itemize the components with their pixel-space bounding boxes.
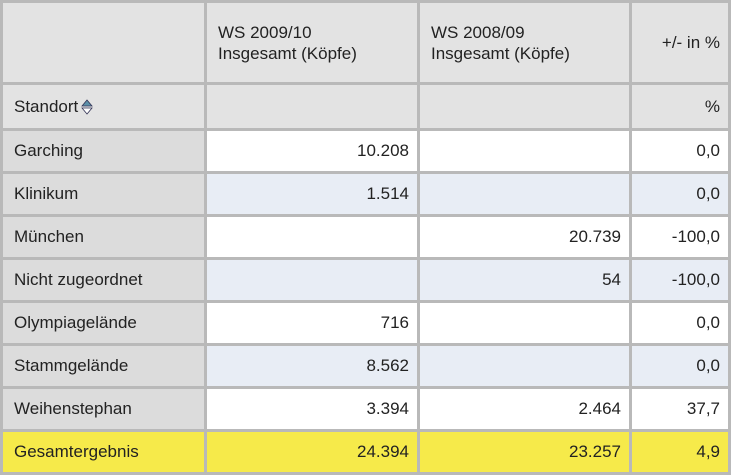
cell-text: +/- in %	[661, 33, 720, 52]
cell-label: Gesamtergebnis	[14, 442, 139, 461]
cell-label: Klinikum	[14, 184, 79, 203]
table-body: WS 2009/10 Insgesamt (Köpfe) WS 2008/09 I…	[3, 3, 728, 472]
value-cell: +/- in %	[632, 3, 728, 82]
data-row: Garching 10.208 0,0	[3, 131, 728, 171]
cell-text: 0,0	[696, 313, 720, 332]
value-cell: 8.562	[207, 346, 417, 386]
value-cell: 1.514	[207, 174, 417, 214]
value-cell: 24.394	[207, 432, 417, 472]
cell-label: Stammgelände	[14, 356, 129, 375]
data-row: Weihenstephan 3.394 2.464 37,7	[3, 389, 728, 429]
cell-text: 716	[380, 313, 409, 332]
value-cell: -100,0	[632, 260, 728, 300]
value-cell: 3.394	[207, 389, 417, 429]
value-cell: 0,0	[632, 303, 728, 343]
value-cell	[207, 85, 417, 128]
cell-text: 24.394	[357, 442, 409, 461]
row-label-cell: Garching	[3, 131, 204, 171]
cell-text: 0,0	[696, 141, 720, 160]
value-cell: WS 2009/10 Insgesamt (Köpfe)	[207, 3, 417, 82]
value-cell: 0,0	[632, 131, 728, 171]
cell-text: 2.464	[578, 399, 621, 418]
value-cell: 10.208	[207, 131, 417, 171]
cell-text: 8.562	[366, 356, 409, 375]
cell-text: %	[704, 96, 720, 116]
value-cell: 20.739	[420, 217, 629, 257]
cell-text: 4,9	[696, 442, 720, 461]
cell-text: 0,0	[696, 184, 720, 203]
cell-text: -100,0	[671, 270, 720, 289]
cell-label: Weihenstephan	[14, 399, 132, 418]
cell-text: WS 2009/10 Insgesamt (Köpfe)	[218, 22, 357, 63]
sort-icon[interactable]	[80, 98, 94, 116]
page: WS 2009/10 Insgesamt (Köpfe) WS 2008/09 I…	[3, 3, 728, 472]
cell-label: Standort	[14, 96, 79, 116]
cell-label: München	[14, 227, 84, 246]
cell-text: 54	[602, 270, 621, 289]
row-label-cell: München	[3, 217, 204, 257]
value-cell: 0,0	[632, 174, 728, 214]
cell-label: Olympiagelände	[14, 313, 137, 332]
data-row: Stammgelände 8.562 0,0	[3, 346, 728, 386]
row-label-cell: Nicht zugeordnet	[3, 260, 204, 300]
value-cell: 23.257	[420, 432, 629, 472]
value-cell: -100,0	[632, 217, 728, 257]
row-label-cell: Klinikum	[3, 174, 204, 214]
value-cell: 54	[420, 260, 629, 300]
value-cell: 2.464	[420, 389, 629, 429]
cell-text: -100,0	[671, 227, 720, 246]
value-cell: %	[632, 85, 728, 128]
cell-text: 3.394	[366, 399, 409, 418]
subheader-row: Standort%	[3, 85, 728, 128]
row-label-cell	[3, 3, 204, 82]
cell-text: 10.208	[357, 141, 409, 160]
cell-text: 1.514	[366, 184, 409, 203]
value-cell: 37,7	[632, 389, 728, 429]
data-row: München 20.739 -100,0	[3, 217, 728, 257]
row-label-cell: Standort	[3, 85, 204, 128]
cell-text: 0,0	[696, 356, 720, 375]
value-cell: 716	[207, 303, 417, 343]
value-cell	[420, 131, 629, 171]
value-cell	[420, 174, 629, 214]
total-row: Gesamtergebnis 24.394 23.257 4,9	[3, 432, 728, 472]
row-label-cell: Weihenstephan	[3, 389, 204, 429]
row-label-cell: Olympiagelände	[3, 303, 204, 343]
data-row: Olympiagelände 716 0,0	[3, 303, 728, 343]
cell-text: 20.739	[569, 227, 621, 246]
value-cell	[207, 217, 417, 257]
value-cell	[420, 85, 629, 128]
cell-text: 23.257	[569, 442, 621, 461]
value-cell	[207, 260, 417, 300]
row-label-cell: Gesamtergebnis	[3, 432, 204, 472]
value-cell: 0,0	[632, 346, 728, 386]
cell-text: 37,7	[686, 399, 720, 418]
row-label-cell: Stammgelände	[3, 346, 204, 386]
cell-label: Nicht zugeordnet	[14, 270, 143, 289]
cell-label: Garching	[14, 141, 83, 160]
value-cell	[420, 303, 629, 343]
data-row: Klinikum 1.514 0,0	[3, 174, 728, 214]
cell-text: WS 2008/09 Insgesamt (Köpfe)	[431, 22, 570, 63]
data-row: Nicht zugeordnet 54 -100,0	[3, 260, 728, 300]
value-cell: 4,9	[632, 432, 728, 472]
header-row: WS 2009/10 Insgesamt (Köpfe) WS 2008/09 I…	[3, 3, 728, 82]
value-cell: WS 2008/09 Insgesamt (Köpfe)	[420, 3, 629, 82]
value-cell	[420, 346, 629, 386]
